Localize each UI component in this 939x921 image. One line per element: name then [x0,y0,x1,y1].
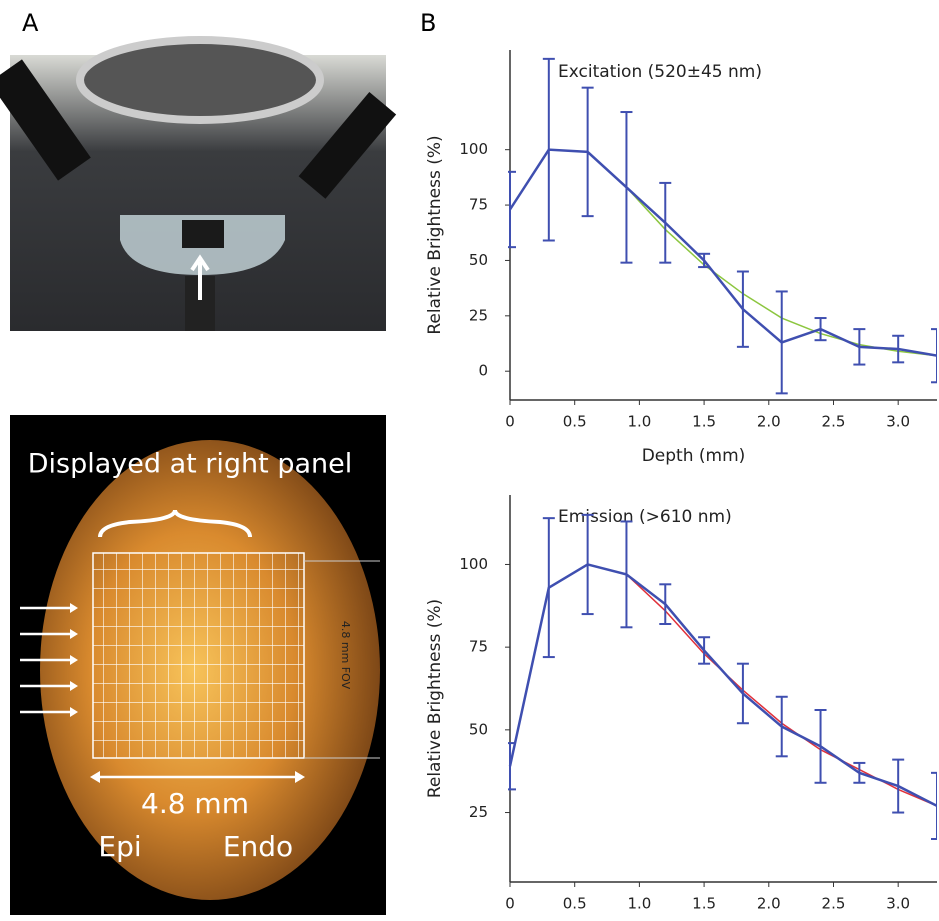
error-bar [508,742,516,791]
annotation: Epi [98,830,141,863]
y-tick-label: 25 [469,306,488,324]
x-tick-label: 3.0 [886,413,910,431]
error-bar [814,317,827,342]
y-tick-label: 75 [469,638,488,656]
chart-title: Excitation (520±45 nm) [558,62,762,82]
error-bar [775,290,788,395]
error-bar [659,181,672,264]
chart-title: Emission (>610 nm) [558,507,732,527]
error-bar [620,111,633,264]
y-tick-label: 50 [469,251,488,269]
error-bar [853,761,866,784]
x-tick-label: 1.5 [692,895,716,913]
x-tick-label: 2.5 [822,895,846,913]
y-tick-label: 50 [469,720,488,738]
x-tick-label: 0.5 [563,413,587,431]
error-bar [542,517,555,659]
photo-heart: Displayed at right panel 4.8 mm FOV 4.8 … [10,415,386,915]
error-bar [508,170,516,249]
x-axis-label: Depth (mm) [642,446,746,466]
y-tick-label: 100 [459,555,488,573]
photo-setup [0,36,397,331]
error-bar [931,771,937,840]
x-tick-label: 2.0 [757,413,781,431]
y-axis-label: Relative Brightness (%) [425,599,445,798]
error-bar [814,709,827,784]
error-bar [736,662,749,725]
x-tick-label: 2.5 [822,413,846,431]
series-line [508,563,937,808]
error-bar [775,695,788,758]
error-bar [892,334,905,364]
error-bar [620,520,633,629]
x-tick-label: 1.0 [627,895,651,913]
error-bar [853,328,866,366]
x-tick-label: 0 [505,895,515,913]
y-axis-label: Relative Brightness (%) [425,135,445,334]
y-tick-label: 75 [469,196,488,214]
annotation: Displayed at right panel [28,449,353,480]
x-tick-label: 0 [505,413,515,431]
annotation: Endo [223,830,293,863]
series-line [508,148,937,357]
chart: 0 25 50 75 100 0 0.5 1.0 1.5 2.0 2.5 3.0 Depth (mm) R… [425,50,937,466]
x-tick-label: 0.5 [563,895,587,913]
plot [508,513,937,840]
error-bar [581,86,594,218]
error-bar [892,758,905,814]
x-tick-label: 3.0 [886,895,910,913]
error-bar [698,252,711,269]
series-line [625,573,937,807]
y-tick-label: 100 [459,140,488,158]
error-bar [659,583,672,625]
error-bar [581,513,594,616]
y-tick-label: 0 [478,362,488,380]
x-tick-label: 1.5 [692,413,716,431]
panel-label: A [22,9,39,37]
x-tick-label: 2.0 [757,895,781,913]
x-tick-label: 1.0 [627,413,651,431]
annotation: 4.8 mm FOV [339,621,352,690]
error-bar [931,328,937,384]
annotation: 4.8 mm [141,787,249,820]
error-bar [698,636,711,665]
panel-label: B [420,9,436,37]
error-bar [542,57,555,242]
error-bar [736,270,749,348]
plot [508,57,937,395]
y-tick-label: 25 [469,803,488,821]
